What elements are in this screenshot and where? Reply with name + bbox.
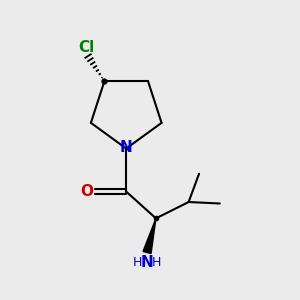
Text: Cl: Cl xyxy=(78,40,95,55)
Text: N: N xyxy=(120,140,133,154)
Polygon shape xyxy=(143,218,156,254)
Text: O: O xyxy=(80,184,93,199)
Text: H: H xyxy=(133,256,142,268)
Text: H: H xyxy=(152,256,161,268)
Text: N: N xyxy=(141,255,153,270)
